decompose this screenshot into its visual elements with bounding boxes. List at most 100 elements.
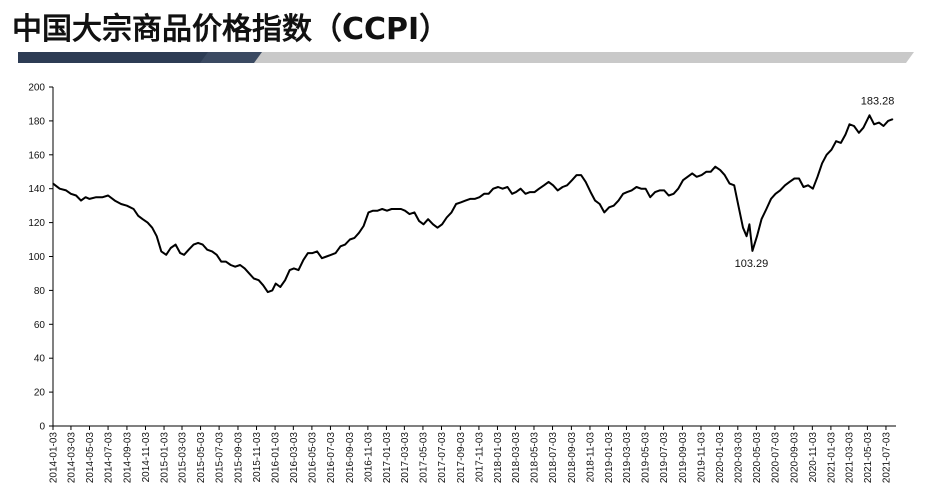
data-point xyxy=(335,252,337,254)
data-point xyxy=(552,184,554,186)
data-point xyxy=(626,191,628,193)
x-tick-label: 2019-09-03 xyxy=(678,432,689,484)
data-point xyxy=(878,122,880,124)
x-tick-label: 2017-01-03 xyxy=(382,432,393,484)
data-point xyxy=(193,244,195,246)
y-axis-ticks: 0 20 40 60 80 100 120 140 160 180 200 xyxy=(28,83,53,433)
chart-annotations: 103.29 183.28 xyxy=(735,95,895,270)
x-tick-label: 2017-11-03 xyxy=(474,432,485,483)
data-point xyxy=(413,211,415,213)
data-point xyxy=(557,189,559,191)
data-point xyxy=(339,245,342,247)
data-point xyxy=(253,277,255,280)
y-tick-label: 180 xyxy=(28,116,45,127)
data-point xyxy=(748,223,751,225)
data-point xyxy=(349,238,351,241)
data-point xyxy=(386,210,388,212)
data-point xyxy=(436,227,439,229)
x-tick-label: 2018-03-03 xyxy=(511,432,522,484)
data-point xyxy=(206,249,208,251)
data-point xyxy=(816,176,819,178)
data-point xyxy=(367,211,370,213)
x-tick-label: 2015-05-03 xyxy=(196,432,207,484)
data-point xyxy=(234,266,236,268)
x-tick-label: 2021-07-03 xyxy=(881,432,892,484)
data-point xyxy=(548,181,550,183)
data-point xyxy=(640,188,642,190)
x-tick-label: 2014-09-03 xyxy=(122,432,133,484)
y-tick-label: 80 xyxy=(34,286,46,297)
data-point xyxy=(395,208,398,210)
data-point xyxy=(316,250,318,252)
data-point xyxy=(321,257,323,259)
data-point xyxy=(422,223,425,225)
y-tick-label: 60 xyxy=(34,320,46,331)
x-tick-label: 2016-01-03 xyxy=(271,432,282,484)
x-tick-label: 2016-05-03 xyxy=(307,432,318,484)
data-point xyxy=(502,188,504,190)
x-tick-label: 2016-03-03 xyxy=(289,432,300,484)
series-points xyxy=(52,114,894,293)
data-point xyxy=(830,149,833,151)
band-accent xyxy=(18,52,208,63)
data-point xyxy=(302,259,304,261)
data-point xyxy=(892,118,894,120)
data-point xyxy=(478,196,481,198)
data-point xyxy=(284,279,286,281)
data-point xyxy=(798,177,800,180)
data-point xyxy=(408,213,411,215)
x-tick-label: 2019-01-03 xyxy=(604,432,615,484)
data-point xyxy=(765,208,768,210)
data-point xyxy=(887,120,889,122)
data-point xyxy=(244,267,246,269)
x-tick-label: 2016-07-03 xyxy=(326,432,337,484)
data-point xyxy=(427,218,429,220)
data-point xyxy=(220,261,222,263)
data-point xyxy=(687,176,689,178)
y-tick-label: 100 xyxy=(28,252,45,263)
data-point xyxy=(183,254,185,256)
data-point xyxy=(418,220,420,222)
data-point xyxy=(746,235,748,237)
data-point xyxy=(372,210,374,212)
data-point xyxy=(202,244,204,246)
data-point xyxy=(821,162,823,164)
data-point xyxy=(807,184,809,186)
data-point xyxy=(400,208,402,210)
x-tick-label: 2018-05-03 xyxy=(529,432,540,484)
data-point xyxy=(102,196,104,198)
x-tick-label: 2015-11-03 xyxy=(252,432,263,483)
data-point xyxy=(175,244,177,246)
data-point xyxy=(165,254,167,256)
data-point xyxy=(353,237,356,239)
x-tick-label: 2016-11-03 xyxy=(363,432,374,483)
y-tick-label: 0 xyxy=(39,422,45,433)
data-point xyxy=(543,184,545,186)
x-tick-label: 2015-07-03 xyxy=(215,432,226,484)
data-point xyxy=(622,193,624,195)
data-point xyxy=(705,171,707,173)
x-tick-label: 2015-01-03 xyxy=(160,432,171,484)
x-tick-label: 2018-11-03 xyxy=(585,432,596,483)
data-point xyxy=(151,227,153,229)
x-tick-label: 2020-11-03 xyxy=(808,432,819,483)
data-point xyxy=(239,264,241,266)
data-point xyxy=(258,279,260,281)
data-point xyxy=(455,203,457,205)
x-tick-label: 2015-09-03 xyxy=(233,432,244,484)
data-point xyxy=(391,208,393,210)
data-point xyxy=(858,132,860,134)
data-point xyxy=(506,186,509,188)
data-point xyxy=(724,174,726,176)
y-tick-label: 120 xyxy=(28,218,45,229)
data-point xyxy=(474,198,476,200)
data-point xyxy=(882,125,885,127)
data-point xyxy=(450,211,453,213)
data-point xyxy=(840,142,842,144)
data-point xyxy=(297,269,300,271)
data-point xyxy=(230,264,232,266)
data-point xyxy=(511,193,513,195)
x-tick-label: 2016-09-03 xyxy=(345,432,356,484)
data-point xyxy=(248,272,250,274)
